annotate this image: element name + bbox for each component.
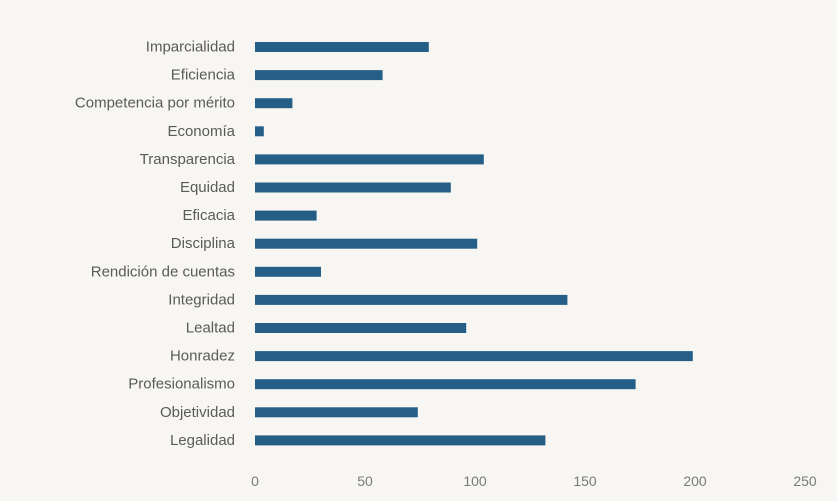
- category-label-9: Integridad: [168, 291, 235, 308]
- category-label-6: Eficacia: [182, 207, 235, 224]
- bar-0: [255, 42, 429, 52]
- bar-7: [255, 238, 478, 249]
- x-tick-label-2: 100: [463, 473, 487, 489]
- x-tick-label-4: 200: [683, 473, 707, 489]
- x-tick-label-5: 250: [793, 473, 817, 489]
- bar-2: [255, 98, 293, 109]
- x-tick-label-0: 0: [251, 473, 259, 489]
- category-label-2: Competencia por mérito: [75, 95, 235, 112]
- x-axis-ticks: 0 50 100 150 200 250: [251, 473, 817, 489]
- category-label-13: Objetividad: [160, 404, 235, 421]
- x-tick-label-3: 150: [573, 473, 597, 489]
- bar-3: [255, 126, 264, 137]
- bar-6: [255, 210, 317, 221]
- category-label-7: Disciplina: [171, 235, 236, 252]
- bar-8: [255, 266, 321, 277]
- bars: [255, 42, 693, 446]
- category-label-4: Transparencia: [140, 151, 236, 168]
- bar-4: [255, 154, 484, 165]
- category-label-10: Lealtad: [186, 320, 235, 337]
- category-label-0: Imparcialidad: [146, 39, 235, 56]
- bar-12: [255, 379, 636, 390]
- bar-11: [255, 351, 693, 362]
- x-tick-label-1: 50: [357, 473, 373, 489]
- category-label-3: Economía: [167, 123, 235, 140]
- bar-9: [255, 294, 568, 305]
- category-label-11: Honradez: [170, 348, 235, 365]
- category-label-1: Eficiencia: [171, 67, 236, 84]
- category-label-14: Legalidad: [170, 432, 235, 449]
- category-label-8: Rendición de cuentas: [91, 263, 235, 280]
- bar-14: [255, 435, 546, 446]
- bar-13: [255, 407, 418, 418]
- category-labels: Imparcialidad Eficiencia Competencia por m…: [75, 39, 236, 449]
- category-label-12: Profesionalismo: [128, 376, 235, 393]
- bar-10: [255, 323, 467, 333]
- category-label-5: Equidad: [180, 179, 235, 196]
- bar-1: [255, 70, 383, 81]
- bar-5: [255, 182, 451, 193]
